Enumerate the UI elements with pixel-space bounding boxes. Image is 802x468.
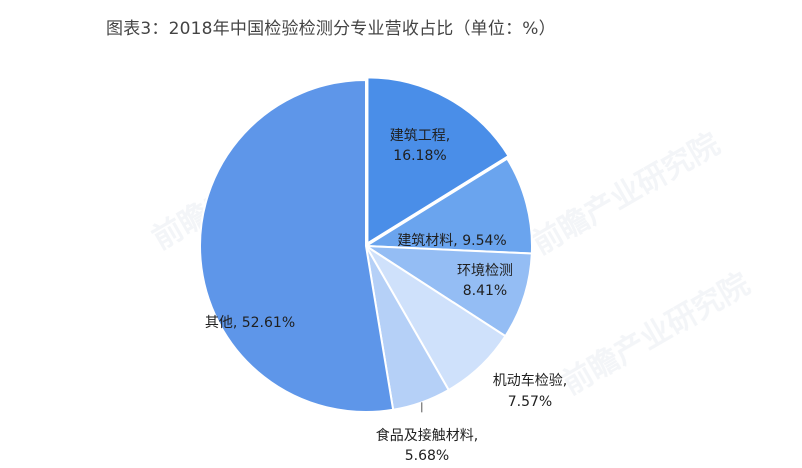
slice-label-6: 其他, 52.61% xyxy=(205,315,295,331)
slice-label-line: 16.18% xyxy=(393,148,446,164)
slice-label-line: 7.57% xyxy=(508,394,552,410)
pie-slice-2 xyxy=(365,157,533,255)
slice-label-line: 其他, 52.61% xyxy=(205,315,295,331)
pie-slice-6 xyxy=(199,79,395,413)
slice-label-3: 环境检测 8.41% xyxy=(457,263,513,299)
chart-title: 图表3：2018年中国检验检测分专业营收占比（单位：%） xyxy=(106,19,556,39)
slice-label-line: 机动车检验, xyxy=(493,372,567,389)
slice-label-line: 建筑工程, xyxy=(390,128,450,144)
slice-label-line: 5.68% xyxy=(405,448,449,464)
exploded-slice-layer xyxy=(366,76,510,245)
slice-label-line: 建筑材料, 9.54% xyxy=(397,233,506,249)
slice-label-2: 建筑材料, 9.54% xyxy=(397,233,506,249)
pie-slices xyxy=(199,79,533,413)
slice-label-5: 食品及接触材料, 5.68% xyxy=(376,427,478,464)
slice-label-line: 食品及接触材料, xyxy=(376,427,478,444)
pie-slice-3 xyxy=(365,245,533,338)
slice-labels: 建筑工程, 16.18% 建筑材料, 9.54% 环境检测 8.41% 机动车检验, 7.5… xyxy=(205,128,567,464)
pie-slice-1 xyxy=(366,76,510,245)
slice-label-1: 建筑工程, 16.18% xyxy=(390,128,450,164)
slice-label-4: 机动车检验, 7.57% xyxy=(493,372,567,410)
slice-label-line: 8.41% xyxy=(463,283,507,299)
slice-label-line: 环境检测 xyxy=(457,263,513,279)
watermark-text: 前瞻产业研究院 xyxy=(557,267,756,402)
watermark-text: 前瞻产业研究院 xyxy=(527,127,726,262)
